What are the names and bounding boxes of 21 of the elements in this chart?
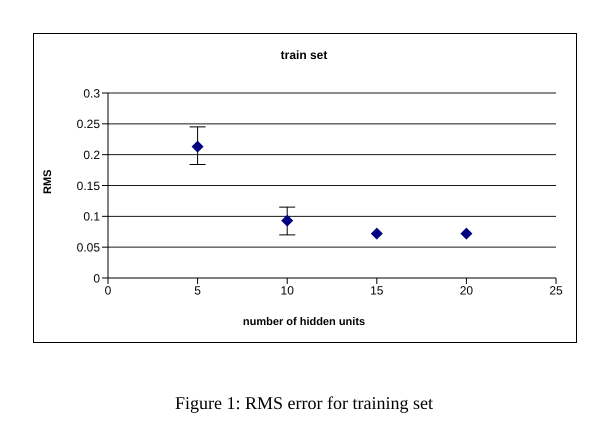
- y-tick-label: 0.25: [76, 117, 100, 132]
- x-tick-label: 20: [460, 284, 474, 298]
- y-tick-label: 0.3: [83, 86, 100, 100]
- x-tick-label: 5: [194, 284, 202, 298]
- x-tick-label: 10: [280, 284, 294, 298]
- y-tick-label: 0: [93, 271, 100, 286]
- chart-title: train set: [280, 48, 328, 62]
- y-tick-label: 0.2: [83, 148, 100, 162]
- y-tick-label: 0.15: [76, 178, 100, 193]
- caption: Figure 1: RMS error for training set: [174, 393, 434, 414]
- x-axis-title: number of hidden units: [242, 316, 366, 328]
- point: [192, 140, 204, 153]
- point: [370, 228, 383, 240]
- point: [281, 214, 294, 227]
- y-tick-label: 0.1: [83, 210, 100, 224]
- x-tick-label: 25: [549, 284, 563, 298]
- y-tick-label: 0.05: [76, 240, 100, 254]
- x-tick-label: 0: [104, 284, 112, 298]
- y-axis-title: RMS: [42, 170, 54, 194]
- x-tick-label: 15: [370, 284, 384, 298]
- point: [460, 228, 472, 240]
